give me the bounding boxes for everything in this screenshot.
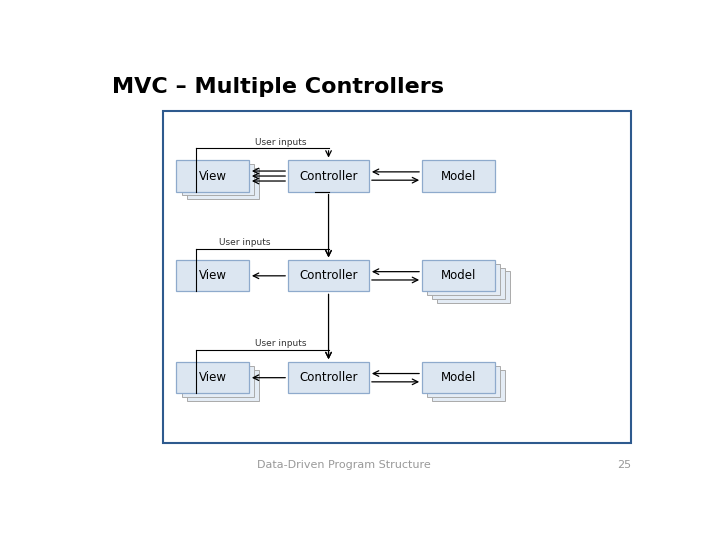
Bar [427,366,500,397]
Bar [288,260,369,292]
Text: View: View [199,269,227,282]
Bar [176,362,249,393]
Bar [288,362,369,393]
Bar [176,260,249,292]
Bar [432,369,505,401]
Text: User inputs: User inputs [255,339,306,348]
Text: User inputs: User inputs [255,138,306,147]
Bar [181,366,254,397]
Bar [163,111,631,443]
Bar [422,260,495,292]
Text: Controller: Controller [300,170,358,183]
Bar [432,268,505,299]
Bar [176,160,249,192]
Bar [437,272,510,302]
Text: Model: Model [441,371,476,384]
Bar [288,160,369,192]
Text: View: View [199,170,227,183]
Bar [427,264,500,295]
Text: Model: Model [441,269,476,282]
Bar [186,168,259,199]
Text: 25: 25 [617,460,631,470]
Bar [422,362,495,393]
Text: Model: Model [441,170,476,183]
Text: View: View [199,371,227,384]
Text: Data-Driven Program Structure: Data-Driven Program Structure [258,460,431,470]
Bar [181,164,254,195]
Bar [186,369,259,401]
Text: MVC – Multiple Controllers: MVC – Multiple Controllers [112,77,444,97]
Bar [422,160,495,192]
Text: Controller: Controller [300,371,358,384]
Text: User inputs: User inputs [220,238,271,247]
Text: Controller: Controller [300,269,358,282]
